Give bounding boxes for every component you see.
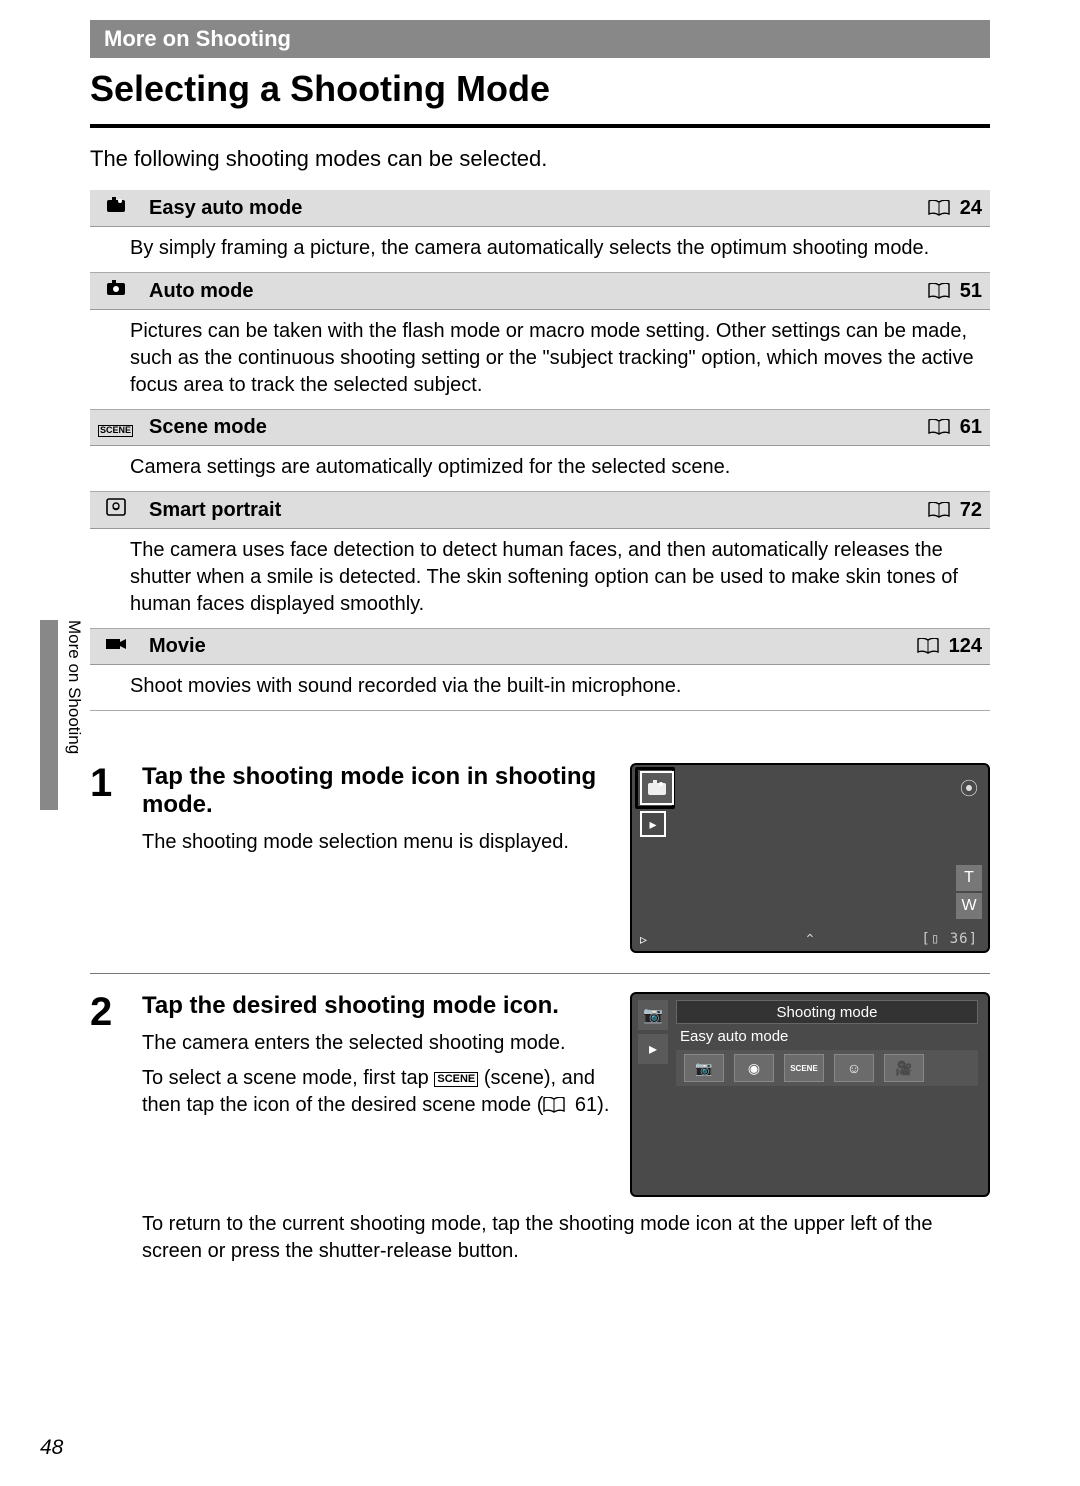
shot-counter: [▯ 36] xyxy=(921,931,978,947)
mode-page-ref: 124 xyxy=(900,629,990,665)
menu-selected-label: Easy auto mode xyxy=(680,1028,788,1045)
movie-icon xyxy=(90,629,141,665)
menu-screen-figure: 📷▸Shooting modeEasy auto mode📷◉SCENE☺🎥 xyxy=(630,992,990,1197)
scene-icon: SCENE xyxy=(90,410,141,446)
steps-section: 1 Tap the shooting mode icon in shooting … xyxy=(90,745,990,1265)
mode-row-header: Movie 124 xyxy=(90,629,990,665)
mode-page-ref: 51 xyxy=(900,273,990,310)
step-subtext: To return to the current shooting mode, … xyxy=(142,1211,990,1265)
step-text: Tap the desired shooting mode icon. The c… xyxy=(142,992,612,1127)
lcd-screen-figure: ▸ ⦿ TW ▹ ⌃ [▯ 36] xyxy=(630,763,990,953)
step-number: 2 xyxy=(90,992,124,1032)
nav-left-icon[interactable]: ▹ xyxy=(640,931,647,948)
mode-description: The camera uses face detection to detect… xyxy=(90,529,990,629)
zoom-w[interactable]: W xyxy=(956,893,982,919)
easy-auto-icon[interactable]: 📷 xyxy=(684,1054,724,1082)
scene-icon[interactable]: SCENE xyxy=(784,1054,824,1082)
mode-row-desc: By simply framing a picture, the camera … xyxy=(90,227,990,273)
mode-row-header: SCENEScene mode 61 xyxy=(90,410,990,446)
step: 2 Tap the desired shooting mode icon. The … xyxy=(90,973,990,1217)
auto-icon xyxy=(90,273,141,310)
page-number: 48 xyxy=(40,1436,63,1460)
mode-name: Scene mode xyxy=(141,410,900,446)
step-subtext: To select a scene mode, first tap SCENE … xyxy=(142,1065,612,1119)
page-title: Selecting a Shooting Mode xyxy=(90,64,990,128)
mode-description: Pictures can be taken with the flash mod… xyxy=(90,310,990,410)
mode-description: Camera settings are automatically optimi… xyxy=(90,446,990,492)
smart-portrait-icon[interactable]: ☺ xyxy=(834,1054,874,1082)
mode-row-desc: Shoot movies with sound recorded via the… xyxy=(90,665,990,711)
zoom-t[interactable]: T xyxy=(956,865,982,891)
step-title: Tap the shooting mode icon in shooting m… xyxy=(142,763,612,819)
step-title: Tap the desired shooting mode icon. xyxy=(142,992,612,1020)
mode-name: Movie xyxy=(141,629,900,665)
modes-table: Easy auto mode 24By simply framing a pic… xyxy=(90,190,990,711)
mode-row-header: Smart portrait 72 xyxy=(90,492,990,529)
intro-text: The following shooting modes can be sele… xyxy=(90,146,990,172)
playback-icon[interactable]: ▸ xyxy=(638,1034,668,1064)
page-content: More on Shooting Selecting a Shooting Mo… xyxy=(90,20,990,1273)
mode-name: Auto mode xyxy=(141,273,900,310)
mode-page-ref: 61 xyxy=(900,410,990,446)
mode-page-ref: 24 xyxy=(900,190,990,227)
step: 1 Tap the shooting mode icon in shooting … xyxy=(90,745,990,973)
side-tab: More on Shooting xyxy=(40,620,84,810)
step-number: 1 xyxy=(90,763,124,803)
mode-name: Smart portrait xyxy=(141,492,900,529)
shooting-mode-icon[interactable]: 📷 xyxy=(638,1000,668,1030)
menu-title: Shooting mode xyxy=(676,1000,978,1024)
mode-description: Shoot movies with sound recorded via the… xyxy=(90,665,990,711)
movie-icon[interactable]: 🎥 xyxy=(884,1054,924,1082)
mode-name: Easy auto mode xyxy=(141,190,900,227)
mode-row-desc: The camera uses face detection to detect… xyxy=(90,529,990,629)
step-subtext: The shooting mode selection menu is disp… xyxy=(142,829,612,856)
mode-row-desc: Pictures can be taken with the flash mod… xyxy=(90,310,990,410)
flash-indicator-icon: ⦿ xyxy=(960,775,978,801)
mode-description: By simply framing a picture, the camera … xyxy=(90,227,990,273)
mode-row-header: Auto mode 51 xyxy=(90,273,990,310)
lcd-bottom-bar: ▹ ⌃ [▯ 36] xyxy=(632,927,988,951)
menu-left-icons: 📷▸ xyxy=(638,1000,668,1068)
menu-mode-icons: 📷 ◉ SCENE ☺ 🎥 xyxy=(676,1050,978,1086)
mode-row-header: Easy auto mode 24 xyxy=(90,190,990,227)
smart-portrait-icon xyxy=(90,492,141,529)
section-header: More on Shooting xyxy=(90,20,990,58)
nav-up-icon[interactable]: ⌃ xyxy=(804,931,816,948)
easy-auto-icon xyxy=(90,190,141,227)
auto-icon[interactable]: ◉ xyxy=(734,1054,774,1082)
playback-icon[interactable]: ▸ xyxy=(640,811,666,837)
scene-icon: SCENE xyxy=(434,1072,478,1087)
step-subtext: The camera enters the selected shooting … xyxy=(142,1030,612,1057)
step-text: Tap the shooting mode icon in shooting m… xyxy=(142,763,612,864)
zoom-control[interactable]: TW xyxy=(956,865,982,921)
mode-page-ref: 72 xyxy=(900,492,990,529)
mode-row-desc: Camera settings are automatically optimi… xyxy=(90,446,990,492)
shooting-mode-icon[interactable] xyxy=(640,771,674,805)
